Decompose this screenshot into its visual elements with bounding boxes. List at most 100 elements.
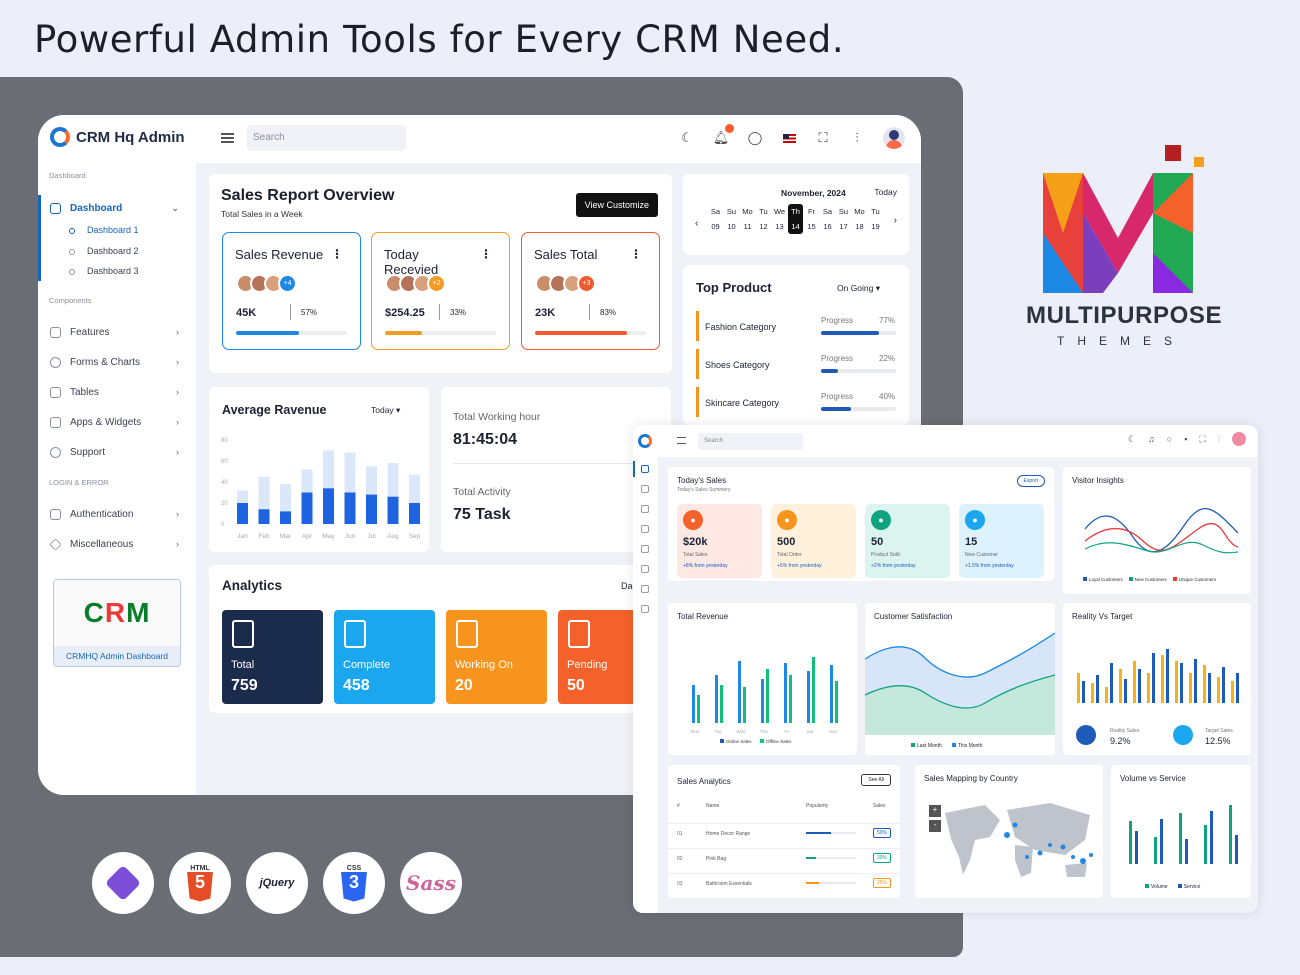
calendar-day[interactable]: Sa 09 [708, 204, 723, 234]
sales-badge: 50% [873, 828, 892, 838]
overlay-nav-icon[interactable] [641, 545, 649, 553]
calendar-day[interactable]: We 13 [772, 204, 787, 234]
sidebar-item-forms-charts[interactable]: Forms & Charts › [38, 351, 196, 373]
sales-mini-card[interactable]: Today Recevied ⋮ +2 $254.25 33% [371, 232, 510, 350]
see-all-button[interactable]: See All [861, 774, 891, 786]
reality-bar [1105, 687, 1108, 703]
menu-toggle-icon[interactable] [677, 437, 686, 444]
sidebar-item-authentication[interactable]: Authentication › [38, 503, 196, 525]
settings-sliders-icon[interactable]: ⫶ [1217, 434, 1220, 444]
export-button[interactable]: Export [1016, 475, 1045, 487]
calendar-day[interactable]: Th 14 [788, 204, 803, 234]
bell-icon[interactable]: 🔔︎ [713, 124, 734, 146]
sidebar-sub-dashboard-2[interactable]: Dashboard 2 [69, 246, 139, 256]
analytics-tile[interactable]: Working On 20 [446, 610, 547, 704]
menu-toggle-icon[interactable] [221, 133, 234, 143]
overlay-nav-icon[interactable] [641, 485, 649, 493]
zoom-in-button[interactable]: + [929, 805, 941, 817]
overlay-nav-icon[interactable] [641, 585, 649, 593]
sales-analytics-card: Sales Analytics See All # Name Popularity S… [668, 765, 900, 898]
product-row[interactable]: Fashion Category Progress 77% [696, 311, 896, 341]
sales-badge: 25% [873, 878, 892, 888]
chat-icon[interactable]: ◯ [747, 130, 763, 145]
calendar-day[interactable]: Fr 15 [804, 204, 819, 234]
progress-label: Progress [821, 354, 854, 363]
kpi-card[interactable]: ● 50 Product Sold +2% from yesterday [865, 504, 950, 578]
more-options-icon[interactable]: ⋮ [630, 247, 642, 261]
prev-week-icon[interactable]: ‹ [695, 218, 699, 229]
moon-icon[interactable]: ☾ [1127, 434, 1137, 444]
calendar-day[interactable]: Sa 16 [820, 204, 835, 234]
status-filter-dropdown[interactable]: On Going ▾ [837, 283, 881, 293]
card-title: Customer Satisfaction [874, 612, 953, 621]
next-week-icon[interactable]: › [893, 215, 897, 226]
today-link[interactable]: Today [874, 187, 897, 197]
flag-icon[interactable]: ▪ [1184, 434, 1188, 444]
row-name: Pink Bag [706, 856, 727, 862]
user-avatar[interactable] [1232, 432, 1246, 446]
analytics-filter[interactable]: Da [621, 581, 633, 591]
product-row[interactable]: Skincare Category Progress 40% [696, 387, 896, 417]
flag-icon[interactable] [781, 130, 797, 146]
reality-label: Reality Sales [1110, 728, 1140, 734]
sidebar-item-dashboard[interactable]: Dashboard ⌄ [38, 197, 196, 219]
overlay-search-input[interactable]: Search [698, 433, 803, 450]
sidebar-item-apps-widgets[interactable]: Apps & Widgets › [38, 411, 196, 433]
sales-mini-card[interactable]: Sales Revenue ⋮ +4 45K 57% [222, 232, 361, 350]
kpi-card[interactable]: ● $20k Total Sales +8% from yesterday [677, 504, 762, 578]
calendar-day[interactable]: Mo 18 [852, 204, 867, 234]
legend-item: Unique Customers [1172, 577, 1216, 582]
kpi-label: Total Sales [683, 552, 708, 558]
period-dropdown[interactable]: Today ▾ [371, 405, 401, 415]
overlay-nav-icon[interactable] [641, 505, 649, 513]
fullscreen-icon[interactable]: ⛶ [1199, 434, 1206, 444]
user-avatar[interactable] [883, 127, 905, 149]
calendar-day[interactable]: Tu 19 [868, 204, 883, 234]
overlay-nav-icon[interactable] [641, 525, 649, 533]
overlay-nav-icon[interactable] [641, 565, 649, 573]
activity-value: 75 Task [453, 506, 511, 523]
sidebar-item-tables[interactable]: Tables › [38, 381, 196, 403]
view-customize-button[interactable]: View Customize [575, 193, 658, 217]
product-row[interactable]: Shoes Category Progress 22% [696, 349, 896, 379]
x-tick-label: Tue [714, 729, 722, 734]
app-logo[interactable]: CRM Hq Admin [50, 127, 185, 147]
fullscreen-icon[interactable]: ⛶ [818, 130, 828, 145]
calendar-day[interactable]: Su 10 [724, 204, 739, 234]
chevron-right-icon: › [176, 357, 179, 367]
kpi-card[interactable]: ● 15 New Customer +1.5% from yesterday [959, 504, 1044, 578]
table-row[interactable]: 01 Home Decor Range 50% [668, 823, 900, 843]
bell-icon[interactable]: ♫ [1148, 434, 1155, 444]
logo-icon [638, 434, 652, 448]
sidebar-item-features[interactable]: Features › [38, 321, 196, 343]
search-input[interactable]: Search [247, 125, 406, 151]
table-row[interactable]: 02 Pink Bag 20% [668, 848, 900, 868]
overlay-nav-icon[interactable] [641, 465, 649, 473]
sidebar-sub-dashboard-1[interactable]: Dashboard 1 [69, 225, 139, 235]
more-options-icon[interactable]: ⋮ [480, 247, 492, 261]
settings-sliders-icon[interactable]: ⫶ [855, 130, 859, 145]
tile-label: Complete [343, 659, 391, 671]
sales-mini-card[interactable]: Sales Total ⋮ +3 23K 83% [521, 232, 660, 350]
chat-icon[interactable]: ○ [1166, 434, 1173, 444]
sidebar-sub-dashboard-3[interactable]: Dashboard 3 [69, 266, 139, 276]
calendar-day[interactable]: Mo 11 [740, 204, 755, 234]
moon-icon[interactable]: ☾ [681, 130, 693, 145]
analytics-tile[interactable]: Total 759 [222, 610, 323, 704]
sidebar-item-miscellaneous[interactable]: Miscellaneous › [38, 533, 196, 555]
analytics-tile[interactable]: Complete 458 [334, 610, 435, 704]
table-row[interactable]: 03 Bathroom Essentials 25% [668, 873, 900, 893]
sidebar-item-support[interactable]: Support › [38, 441, 196, 463]
more-options-icon[interactable]: ⋮ [331, 247, 343, 261]
popularity-bar [806, 882, 856, 884]
target-bar [1166, 649, 1169, 703]
jquery-label: jQuery [259, 877, 295, 889]
kpi-card[interactable]: ● 500 Total Order +5% from yesterday [771, 504, 856, 578]
zoom-out-button[interactable]: - [929, 820, 941, 832]
calendar-day[interactable]: Su 17 [836, 204, 851, 234]
mini-card-title: Sales Total [534, 247, 598, 262]
calendar-day[interactable]: Tu 12 [756, 204, 771, 234]
customer-satisfaction-card: Customer Satisfaction Last Month This Mon… [865, 603, 1055, 755]
overlay-nav-icon[interactable] [641, 605, 649, 613]
